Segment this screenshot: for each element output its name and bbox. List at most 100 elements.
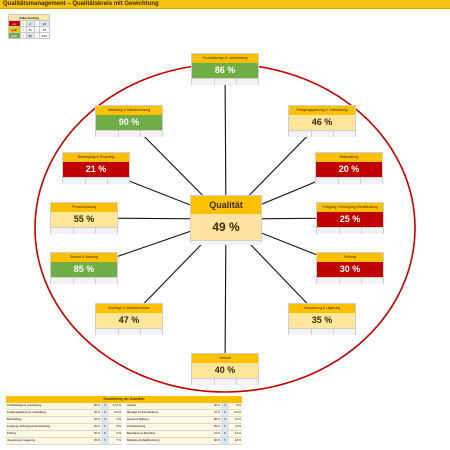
weights-row-value: 40 % xyxy=(214,404,220,407)
process-box[interactable]: Service & Wartung 85 % xyxy=(50,252,118,284)
color-coding-legend: Color-Coding rot < 0 - 20 gelb > 21 - 79… xyxy=(8,14,51,39)
weights-row-name: Montage & Inbetriebnahme xyxy=(127,411,159,414)
weights-row-weighted: 7 % xyxy=(116,439,121,442)
weights-row-value: 86 % xyxy=(94,404,100,407)
process-box[interactable]: Montage & Inbetriebnahme 47 % xyxy=(95,303,163,335)
legend-row: grün > 80 - 100 xyxy=(8,32,51,39)
weights-row-value: 47 % xyxy=(214,411,220,414)
process-box[interactable]: Fertigung / Erbringung Dienstleistung 25 … xyxy=(316,202,384,234)
process-box[interactable]: Prüfung 30 % xyxy=(316,252,384,284)
process-footer xyxy=(51,277,117,284)
process-footer xyxy=(192,78,258,85)
weights-row-name: Verkauf xyxy=(127,404,136,407)
weights-row-multiplier[interactable]: 5 xyxy=(221,403,229,409)
weights-row-multiplier[interactable]: 5 xyxy=(101,410,109,416)
weights-row-weighted: 4 % xyxy=(116,418,121,421)
weights-row-weighted: 17 % xyxy=(235,418,241,421)
weights-row-weighted: 6 % xyxy=(116,432,121,435)
process-box[interactable]: Verkauf 40 % xyxy=(191,353,259,385)
weights-row-value: 25 % xyxy=(94,425,100,428)
weights-row: Beseitigung & Recycling 21 % 5 4,2 % xyxy=(126,431,242,438)
process-value: 86 % xyxy=(192,63,258,78)
process-box[interactable]: Fertigungsplanung & -entwicklung 46 % xyxy=(288,105,356,137)
page-title: Qualitätsmanagement – Qualitätskreis mit… xyxy=(3,1,159,7)
process-box[interactable]: Produktnutzung 55 % xyxy=(50,202,118,234)
process-footer xyxy=(63,177,129,184)
weights-row: Beschaffung 20 % 5 4 % xyxy=(6,417,122,424)
process-value: 46 % xyxy=(289,115,355,130)
weights-table: Gewichtung der Kubriken Produktdesign & … xyxy=(6,396,242,445)
process-label: Service & Wartung xyxy=(51,253,117,262)
weights-row: Produktdesign & -entwicklung 86 % 5 17,2 % xyxy=(6,403,122,410)
process-label: Marketing & Marktforschung xyxy=(96,106,162,115)
process-footer xyxy=(192,378,258,385)
process-box[interactable]: Beschaffung 20 % xyxy=(315,152,383,184)
weights-row: Marketing & Marktforschung 90 % 5 18 % xyxy=(126,438,242,445)
weights-row-multiplier[interactable]: 5 xyxy=(101,438,109,444)
weights-row-multiplier[interactable]: 5 xyxy=(101,431,109,437)
weights-row-name: Fertigungsplanung & -entwicklung xyxy=(7,411,47,414)
weights-row-multiplier[interactable]: 5 xyxy=(221,424,229,430)
center-quality-box[interactable]: Qualität 49 % xyxy=(190,195,262,245)
legend-max[interactable]: 100 xyxy=(38,32,51,39)
weights-right-column: Verkauf 40 % 5 8 % Montage & Inbetriebnahme 4… xyxy=(126,403,242,445)
weights-row-weighted: 18 % xyxy=(235,439,241,442)
weights-row-name: Prüfung xyxy=(7,432,17,435)
process-footer xyxy=(317,227,383,234)
weights-row-name: Marketing & Marktforschung xyxy=(127,439,160,442)
weights-row-name: Beschaffung xyxy=(7,418,22,421)
weights-left-column: Produktdesign & -entwicklung 86 % 5 17,2 % F… xyxy=(6,403,122,445)
weights-row-multiplier[interactable]: 5 xyxy=(221,417,229,423)
process-label: Fertigungsplanung & -entwicklung xyxy=(289,106,355,115)
weights-row-multiplier[interactable]: 5 xyxy=(221,431,229,437)
process-box[interactable]: Beseitigung & Recycling 21 % xyxy=(62,152,130,184)
weights-row-weighted: 9,2 % xyxy=(114,411,121,414)
center-label: Qualität xyxy=(191,196,261,214)
weights-row-name: Produktnutzung xyxy=(127,425,146,428)
weights-row: Montage & Inbetriebnahme 47 % 5 9,4 % xyxy=(126,410,242,417)
process-value: 25 % xyxy=(317,212,383,227)
weights-row-value: 30 % xyxy=(94,432,100,435)
process-box[interactable]: Produktdesign & -entwicklung 86 % xyxy=(191,53,259,85)
process-label: Prüfung xyxy=(317,253,383,262)
process-value: 47 % xyxy=(96,313,162,328)
process-value: 35 % xyxy=(289,313,355,328)
weights-row: Produktnutzung 55 % 5 11 % xyxy=(126,424,242,431)
process-box[interactable]: Verpackung & Lagerung 35 % xyxy=(288,303,356,335)
process-box[interactable]: Marketing & Marktforschung 90 % xyxy=(95,105,163,137)
legend-op: > xyxy=(19,32,27,39)
weights-row: Verpackung & Lagerung 35 % 5 7 % xyxy=(6,438,122,445)
weights-row-value: 21 % xyxy=(214,432,220,435)
title-bar: Qualitätsmanagement – Qualitätskreis mit… xyxy=(0,0,450,9)
weights-row-multiplier[interactable]: 5 xyxy=(221,410,229,416)
weights-row-multiplier[interactable]: 5 xyxy=(221,438,229,444)
weights-row: Fertigung / Erbringung Dienstleistung 25 … xyxy=(6,424,122,431)
process-label: Verkauf xyxy=(192,354,258,363)
process-label: Beschaffung xyxy=(316,153,382,162)
process-value: 40 % xyxy=(192,363,258,378)
process-value: 90 % xyxy=(96,115,162,130)
weights-row-multiplier[interactable]: 5 xyxy=(101,417,109,423)
process-value: 21 % xyxy=(63,162,129,177)
weights-row-weighted: 5 % xyxy=(116,425,121,428)
weights-row-value: 20 % xyxy=(94,418,100,421)
process-label: Montage & Inbetriebnahme xyxy=(96,304,162,313)
weights-row-name: Beseitigung & Recycling xyxy=(127,432,155,435)
weights-row-multiplier[interactable]: 5 xyxy=(101,424,109,430)
weights-row: Service & Wartung 85 % 5 17 % xyxy=(126,417,242,424)
weights-row-value: 35 % xyxy=(94,439,100,442)
weights-title: Gewichtung der Kubriken xyxy=(6,396,242,403)
process-label: Produktdesign & -entwicklung xyxy=(192,54,258,63)
weights-row-name: Service & Wartung xyxy=(127,418,149,421)
weights-row-multiplier[interactable]: 5 xyxy=(101,403,109,409)
process-footer xyxy=(96,130,162,137)
center-value: 49 % xyxy=(191,214,261,240)
weights-row-value: 85 % xyxy=(214,418,220,421)
weights-row: Fertigungsplanung & -entwicklung 46 % 5 9,2… xyxy=(6,410,122,417)
weights-row: Prüfung 30 % 5 6 % xyxy=(6,431,122,438)
weights-row-weighted: 9,4 % xyxy=(234,411,241,414)
process-footer xyxy=(317,277,383,284)
process-footer xyxy=(289,328,355,335)
process-label: Verpackung & Lagerung xyxy=(289,304,355,313)
spoke-line xyxy=(224,68,227,220)
